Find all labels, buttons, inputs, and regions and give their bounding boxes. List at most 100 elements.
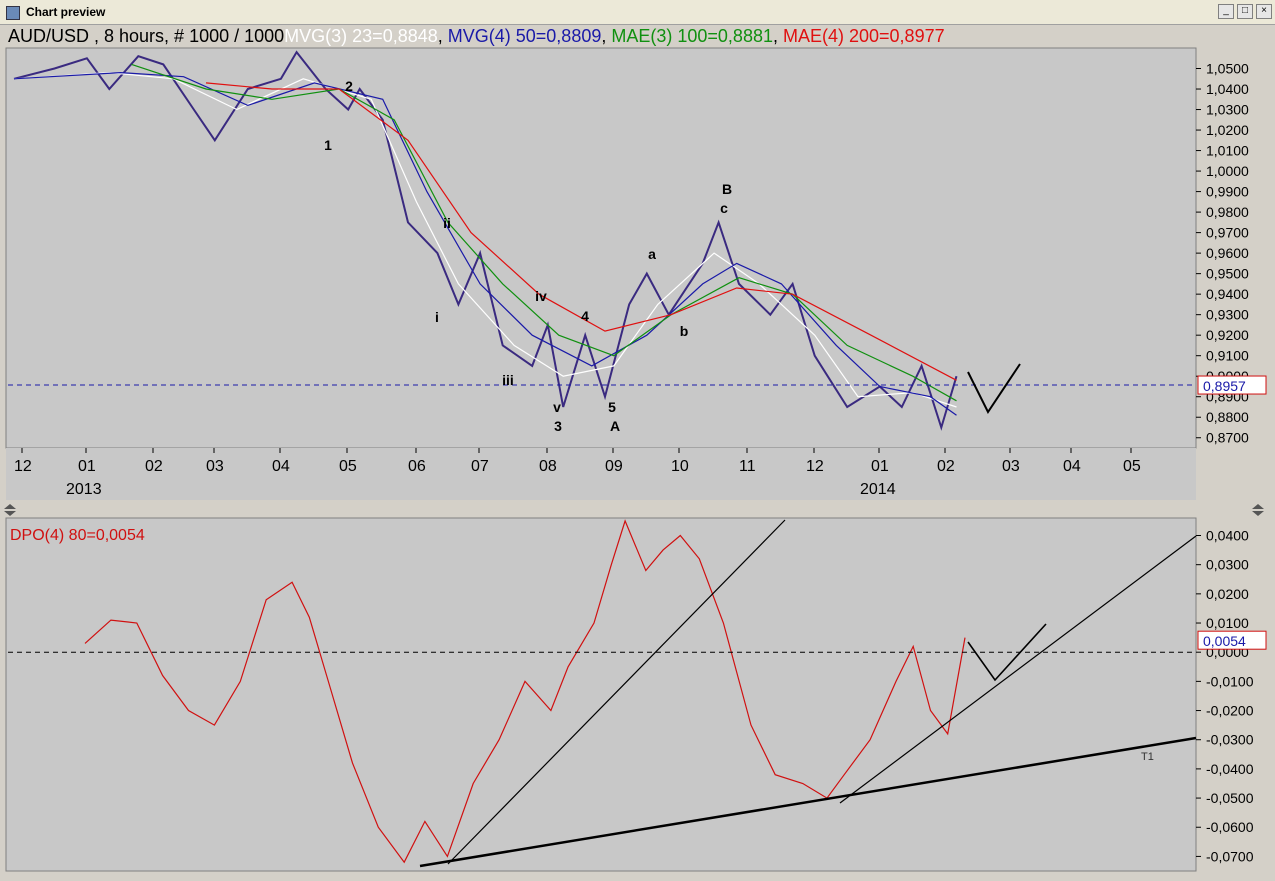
dpo-y-tick-label: -0,0400 xyxy=(1206,761,1254,777)
window-titlebar: Chart preview _ □ × xyxy=(0,0,1275,25)
dpo-y-tick-label: 0,0300 xyxy=(1206,557,1249,573)
splitter-up-icon-right[interactable] xyxy=(1252,504,1264,509)
x-tick-label-08: 08 xyxy=(539,458,557,475)
dpo-series xyxy=(84,519,966,864)
wave-label-2: 2 xyxy=(345,78,353,94)
x-tick-label-02: 02 xyxy=(937,458,955,475)
dpo-plot-area xyxy=(5,517,1197,872)
price-y-tick-label: 1,0400 xyxy=(1206,81,1249,97)
dpo-y-tick-label: -0,0100 xyxy=(1206,673,1254,689)
dpo-trendline-label: T1 xyxy=(1141,751,1154,763)
dpo-series-0 xyxy=(84,519,966,864)
x-tick-label-01: 01 xyxy=(871,458,889,475)
price-header-segment-3: MVG(4) 50=0,8809 xyxy=(448,26,602,46)
chart-canvas: AUD/USD , 8 hours, # 1000 / 1000MVG(3) 2… xyxy=(0,26,1275,872)
wave-label-3: 3 xyxy=(554,418,562,434)
wave-label-5: 5 xyxy=(608,399,616,415)
price-series-2 xyxy=(13,71,957,416)
price-y-tick-label: 0,9100 xyxy=(1206,348,1249,364)
dpo-annotations: 0,0054 T1 xyxy=(8,519,1267,868)
dpo-y-tick-label: -0,0700 xyxy=(1206,848,1254,864)
price-series-1 xyxy=(13,71,957,408)
price-header-segment-4: , xyxy=(601,26,611,46)
price-y-tick-label: 0,9400 xyxy=(1206,286,1249,302)
dpo-header: DPO(4) 80=0,0054 xyxy=(10,527,145,544)
price-header-segment-7: MAE(4) 200=0,8977 xyxy=(783,26,945,46)
x-tick-label-05: 05 xyxy=(1123,458,1141,475)
x-tick-label-04: 04 xyxy=(272,458,290,475)
x-year-label-2013: 2013 xyxy=(66,481,102,498)
wave-label-B: B xyxy=(722,181,732,197)
x-tick-label-05: 05 xyxy=(339,458,357,475)
price-series-0 xyxy=(13,50,958,431)
splitter-up-icon[interactable] xyxy=(4,504,16,509)
x-tick-label-01: 01 xyxy=(78,458,96,475)
price-y-tick-label: 1,0100 xyxy=(1206,143,1249,159)
price-y-tick-label: 0,9500 xyxy=(1206,266,1249,282)
x-tick-label-10: 10 xyxy=(671,458,689,475)
wave-label-ii: ii xyxy=(443,215,451,231)
price-y-tick-label: 1,0500 xyxy=(1206,61,1249,77)
dpo-trendline-up-2 xyxy=(839,535,1197,804)
dpo-y-tick-label: -0,0300 xyxy=(1206,732,1254,748)
price-header-segment-6: , xyxy=(773,26,783,46)
price-projection-line xyxy=(967,363,1021,414)
x-axis: 12 01 02 03 04 05 06 07 08 09 10 11 12 01 02 03 04 05 2013… xyxy=(14,448,1141,498)
splitter-down-icon-right[interactable] xyxy=(1252,511,1264,516)
x-tick-label-12: 12 xyxy=(14,458,32,475)
window-title: Chart preview xyxy=(26,5,106,19)
price-header: AUD/USD , 8 hours, # 1000 / 1000MVG(3) 2… xyxy=(8,26,945,46)
wave-label-i: i xyxy=(435,309,439,325)
x-tick-label-03: 03 xyxy=(206,458,224,475)
price-y-tick-label: 0,9700 xyxy=(1206,225,1249,241)
price-y-tick-label: 0,9800 xyxy=(1206,204,1249,220)
maximize-icon[interactable]: □ xyxy=(1237,4,1253,19)
price-y-tick-label: 0,9300 xyxy=(1206,307,1249,323)
wave-label-4: 4 xyxy=(581,308,589,324)
dpo-y-tick-label: -0,0600 xyxy=(1206,819,1254,835)
dpo-y-tick-label: -0,0200 xyxy=(1206,703,1254,719)
dpo-trendline-t1 xyxy=(419,736,1197,868)
x-axis-strip xyxy=(6,448,1196,500)
x-tick-label-07: 07 xyxy=(471,458,489,475)
price-last-value-box xyxy=(1197,375,1267,395)
wave-label-1: 1 xyxy=(324,137,332,153)
price-y-tick-label: 1,0000 xyxy=(1206,163,1249,179)
dpo-trendline-up-1 xyxy=(447,519,786,865)
dpo-projection-line xyxy=(967,623,1047,682)
price-series xyxy=(13,50,958,431)
x-tick-label-04: 04 xyxy=(1063,458,1081,475)
panel-splitter[interactable] xyxy=(0,500,1275,518)
price-y-tick-label: 0,9600 xyxy=(1206,245,1249,261)
dpo-last-value-box xyxy=(1197,630,1267,650)
price-header-segment-5: MAE(3) 100=0,8881 xyxy=(611,26,773,46)
dpo-y-tick-label: -0,0500 xyxy=(1206,790,1254,806)
price-y-axis: 1,0500 1,0400 1,0300 1,0200 1,0100 1,0000 0,99… xyxy=(1196,61,1249,446)
app-icon xyxy=(6,6,20,20)
dpo-y-axis: 0,04000,03000,02000,01000,0000-0,0100-0,… xyxy=(1196,528,1254,864)
price-last-value: 0,8957 xyxy=(1203,378,1246,394)
x-tick-label-02: 02 xyxy=(145,458,163,475)
x-year-label-2014: 2014 xyxy=(860,481,896,498)
wave-label-a: a xyxy=(648,246,656,262)
splitter-down-icon[interactable] xyxy=(4,511,16,516)
price-header-segment-0: AUD/USD , 8 hours, # 1000 / 1000 xyxy=(8,26,284,46)
x-tick-label-03: 03 xyxy=(1002,458,1020,475)
x-tick-label-11: 11 xyxy=(739,458,756,475)
wave-label-b: b xyxy=(680,323,689,339)
wave-label-A: A xyxy=(610,418,620,434)
x-tick-label-06: 06 xyxy=(408,458,426,475)
minimize-icon[interactable]: _ xyxy=(1218,4,1234,19)
price-y-tick-label: 0,8800 xyxy=(1206,409,1249,425)
price-series-4 xyxy=(205,82,957,381)
close-icon[interactable]: × xyxy=(1256,4,1272,19)
price-y-tick-label: 0,9200 xyxy=(1206,327,1249,343)
price-series-3 xyxy=(131,63,957,402)
price-y-tick-label: 1,0300 xyxy=(1206,102,1249,118)
dpo-y-tick-label: 0,0100 xyxy=(1206,615,1249,631)
price-plot-area xyxy=(5,47,1197,449)
x-tick-label-12: 12 xyxy=(806,458,824,475)
price-header-text: AUD/USD , 8 hours, # 1000 / 1000MVG(3) 2… xyxy=(8,26,945,46)
price-header-segment-2: , xyxy=(438,26,448,46)
